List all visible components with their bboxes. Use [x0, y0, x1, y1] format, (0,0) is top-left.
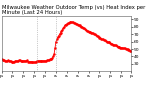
Text: Milwaukee Weather Outdoor Temp (vs) Heat Index per Minute (Last 24 Hours): Milwaukee Weather Outdoor Temp (vs) Heat…: [2, 5, 145, 15]
